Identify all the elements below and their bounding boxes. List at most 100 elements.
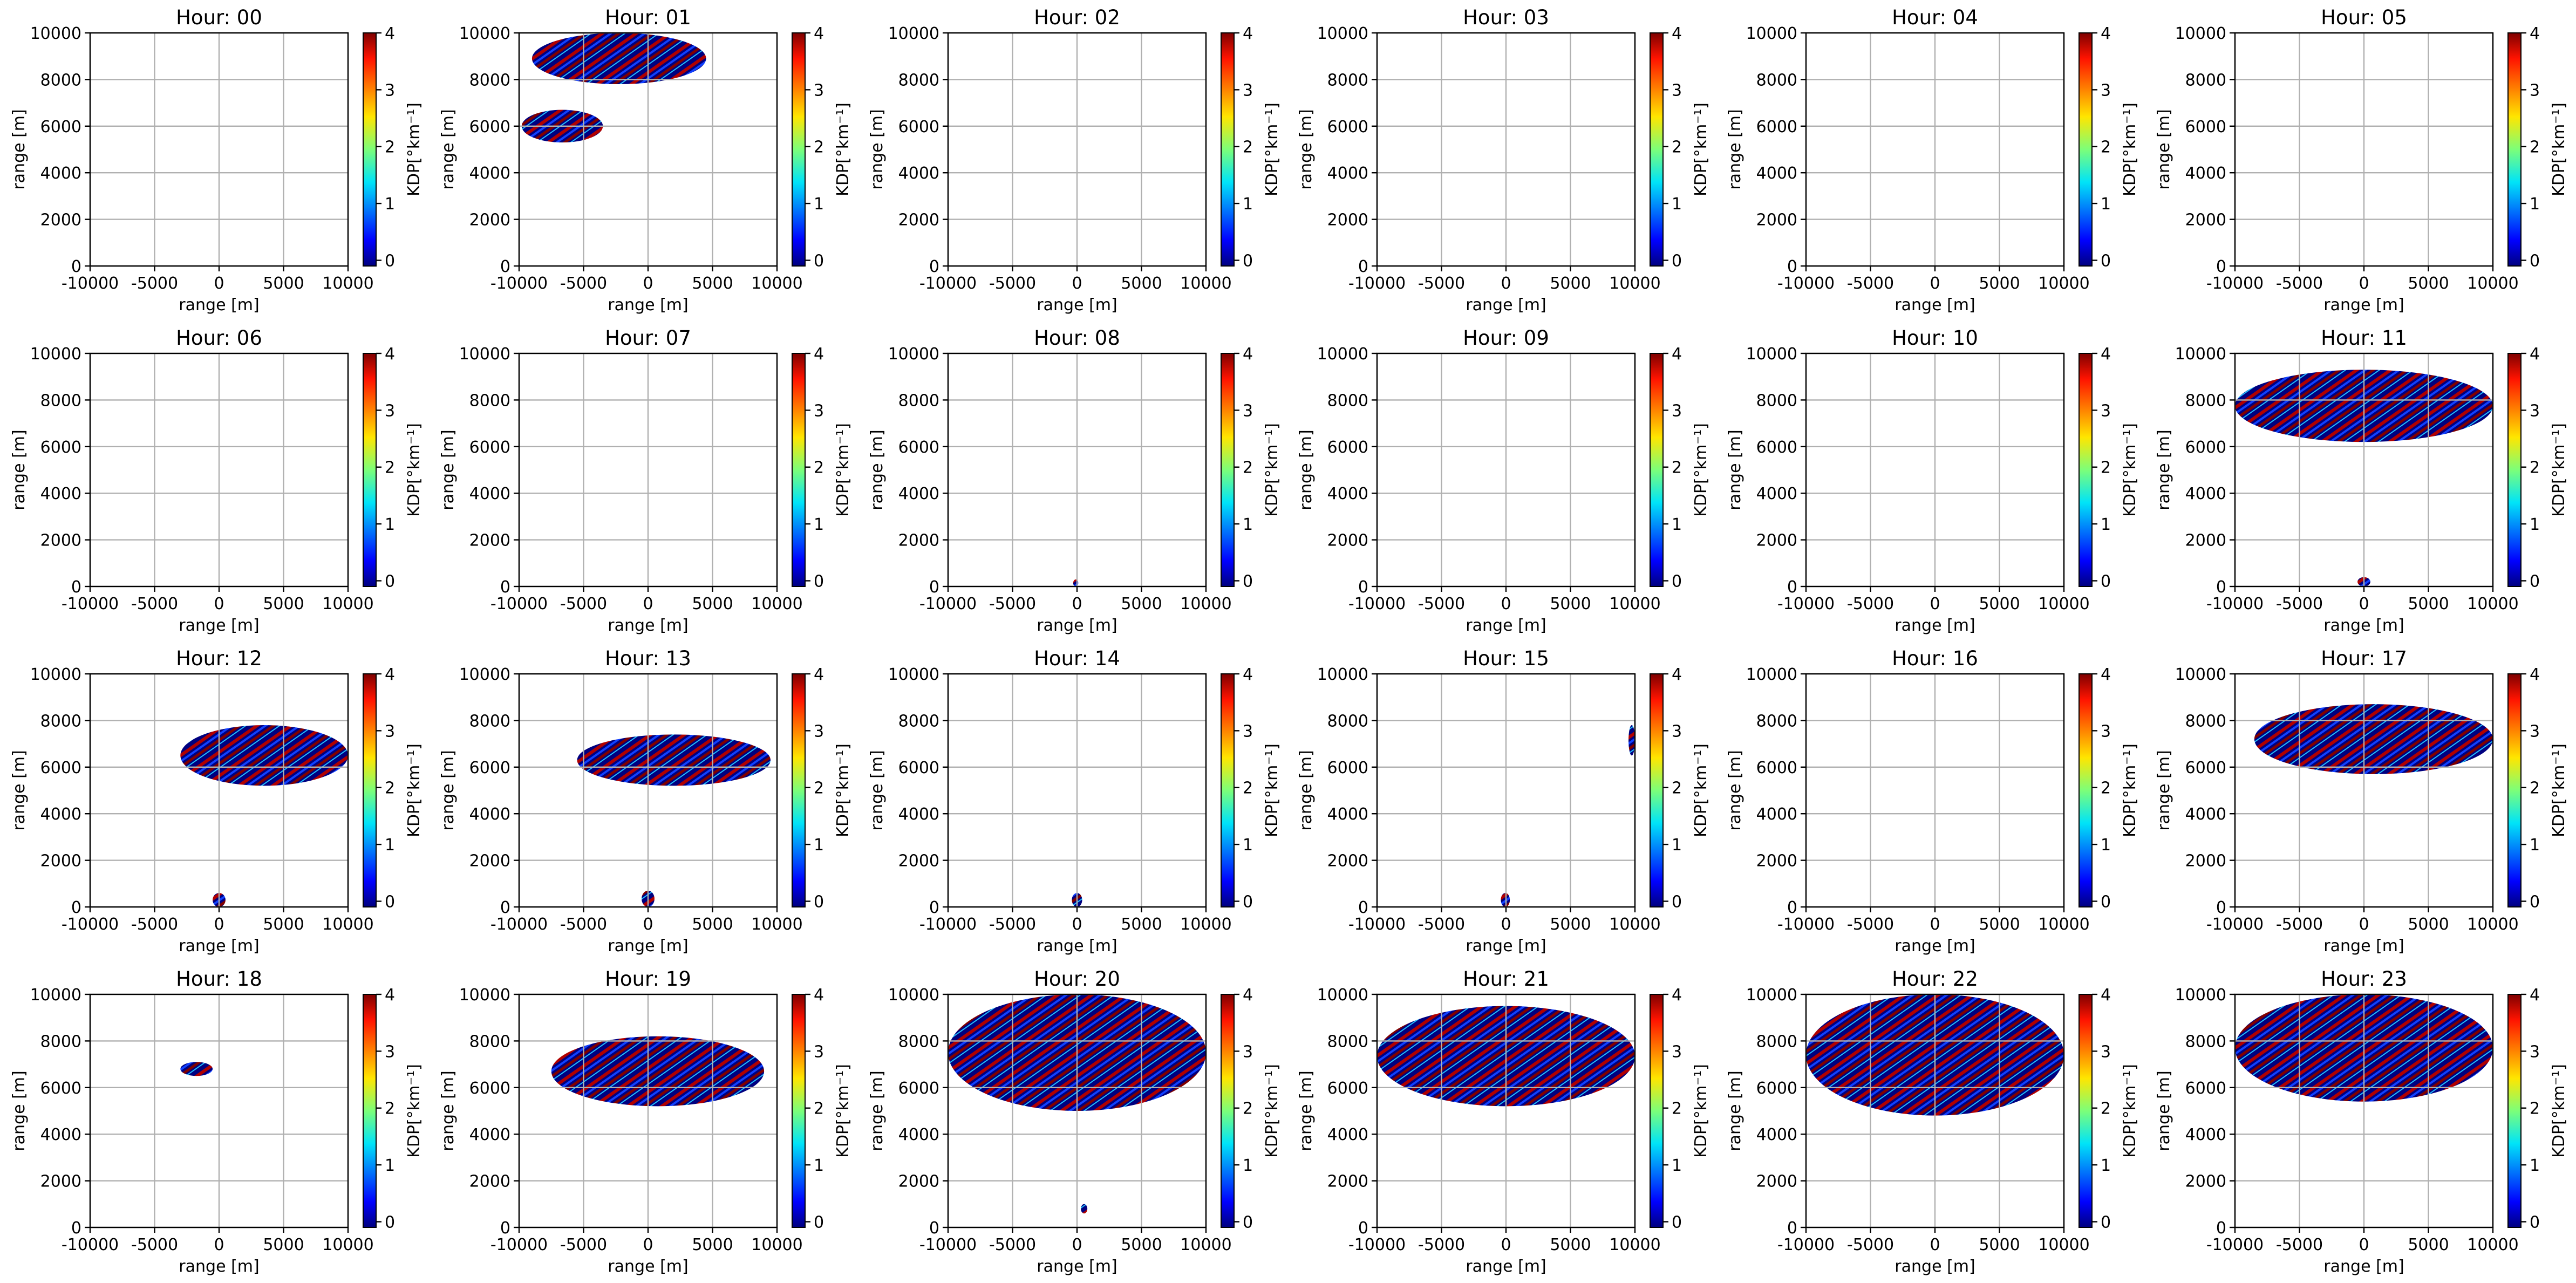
x-tick-label: 5000 xyxy=(263,1236,304,1254)
colorbar-tick-label: 4 xyxy=(1243,665,1253,684)
y-tick-label: 10000 xyxy=(2175,665,2226,684)
colorbar-tick-label: 4 xyxy=(1672,24,1682,43)
y-tick-label: 4000 xyxy=(1756,805,1797,824)
axes-frame xyxy=(518,32,778,267)
x-tick-label: 0 xyxy=(1501,1236,1511,1254)
colorbar-tick-label: 3 xyxy=(385,722,395,741)
colorbar-tick-label: 1 xyxy=(814,515,824,534)
colorbar-tick-label: 0 xyxy=(2101,572,2111,591)
colorbar-tick-label: 1 xyxy=(814,836,824,855)
x-axis-label: range [m] xyxy=(2323,296,2404,315)
colorbar-tick-label: 4 xyxy=(2530,665,2540,684)
colorbar-tick-label: 1 xyxy=(1672,1156,1682,1175)
y-tick-label: 0 xyxy=(2216,898,2226,917)
x-tick-label: -5000 xyxy=(2276,1236,2323,1254)
colorbar-tick-label: 3 xyxy=(2101,81,2111,100)
axes-frame xyxy=(1376,673,1636,908)
colorbar-tick-label: 2 xyxy=(814,138,824,157)
colorbar xyxy=(363,994,377,1228)
y-tick-label: 10000 xyxy=(1317,345,1368,364)
colorbar-label: KDP[°km⁻¹] xyxy=(2121,423,2139,517)
y-tick-label: 6000 xyxy=(1327,759,1368,777)
y-tick-label: 2000 xyxy=(40,1172,81,1191)
x-tick-label: -5000 xyxy=(1418,915,1465,934)
y-tick-label: 4000 xyxy=(898,484,939,503)
y-tick-label: 0 xyxy=(929,1219,939,1238)
axes-frame xyxy=(1376,32,1636,267)
x-tick-label: -10000 xyxy=(1348,1236,1406,1254)
colorbar-label: KDP[°km⁻¹] xyxy=(1263,1064,1282,1158)
y-tick-label: 4000 xyxy=(1327,164,1368,183)
x-tick-label: 10000 xyxy=(2038,915,2089,934)
axes-frame xyxy=(89,673,349,908)
y-tick-label: 10000 xyxy=(1317,986,1368,1005)
axes-frame xyxy=(89,32,349,267)
panel-title: Hour: 16 xyxy=(1892,647,1978,670)
echo-region xyxy=(180,725,348,786)
y-tick-label: 8000 xyxy=(469,391,510,410)
colorbar-tick-label: 4 xyxy=(814,345,824,364)
x-tick-label: 10000 xyxy=(751,1236,802,1254)
x-axis-label: range [m] xyxy=(1466,616,1546,635)
y-tick-label: 6000 xyxy=(898,118,939,137)
y-tick-label: 2000 xyxy=(2185,531,2226,550)
x-tick-label: 5000 xyxy=(1121,595,1162,613)
x-tick-label: 5000 xyxy=(1979,274,2020,293)
y-tick-label: 6000 xyxy=(2185,118,2226,137)
colorbar-tick-label: 0 xyxy=(1672,892,1682,911)
panel-title: Hour: 03 xyxy=(1463,6,1549,29)
colorbar xyxy=(363,353,377,587)
x-tick-label: 0 xyxy=(2359,915,2369,934)
echo-region xyxy=(180,1062,213,1076)
x-axis-label: range [m] xyxy=(1894,616,1975,635)
colorbar-tick-label: 4 xyxy=(385,24,395,43)
colorbar xyxy=(1650,994,1664,1228)
y-tick-label: 4000 xyxy=(2185,164,2226,183)
colorbar-tick-label: 1 xyxy=(1672,515,1682,534)
x-axis-label: range [m] xyxy=(1037,296,1117,315)
x-tick-label: 0 xyxy=(1501,274,1511,293)
colorbar-tick-label: 0 xyxy=(2530,251,2540,270)
x-tick-label: 0 xyxy=(1072,1236,1082,1254)
y-tick-label: 4000 xyxy=(40,805,81,824)
x-tick-label: 10000 xyxy=(2038,1236,2089,1254)
colorbar xyxy=(1221,32,1235,267)
x-tick-label: -10000 xyxy=(490,274,548,293)
x-tick-label: -10000 xyxy=(490,915,548,934)
colorbar xyxy=(2507,32,2522,267)
colorbar-tick-label: 0 xyxy=(2530,892,2540,911)
colorbar-tick-label: 2 xyxy=(1672,779,1682,798)
colorbar-tick-label: 1 xyxy=(1243,836,1253,855)
y-tick-label: 10000 xyxy=(30,345,81,364)
y-tick-label: 0 xyxy=(71,257,81,276)
colorbar-tick-label: 2 xyxy=(1243,459,1253,477)
x-axis-label: range [m] xyxy=(608,1257,688,1276)
colorbar-label: KDP[°km⁻¹] xyxy=(2550,423,2568,517)
axes-frame xyxy=(947,993,1207,1229)
y-axis-label: range [m] xyxy=(868,109,887,189)
colorbar-tick-label: 4 xyxy=(2101,665,2111,684)
y-tick-label: 8000 xyxy=(40,712,81,731)
x-tick-label: 0 xyxy=(214,595,224,613)
x-tick-label: -5000 xyxy=(1418,1236,1465,1254)
x-tick-label: -10000 xyxy=(62,1236,119,1254)
y-tick-label: 0 xyxy=(929,898,939,917)
y-tick-label: 8000 xyxy=(2185,712,2226,731)
colorbar-tick-label: 4 xyxy=(814,986,824,1005)
y-tick-label: 2000 xyxy=(40,852,81,871)
x-tick-label: -5000 xyxy=(131,274,178,293)
y-tick-label: 10000 xyxy=(459,345,510,364)
y-tick-label: 6000 xyxy=(2185,759,2226,777)
y-tick-label: 6000 xyxy=(1756,118,1797,137)
x-tick-label: -5000 xyxy=(560,274,607,293)
x-tick-label: 10000 xyxy=(1609,595,1660,613)
x-tick-label: -5000 xyxy=(1847,274,1894,293)
colorbar-label: KDP[°km⁻¹] xyxy=(834,423,853,517)
colorbar-tick-label: 3 xyxy=(814,722,824,741)
y-tick-label: 2000 xyxy=(1327,852,1368,871)
panel-title: Hour: 15 xyxy=(1463,647,1549,670)
x-tick-label: 5000 xyxy=(2408,274,2449,293)
y-tick-label: 10000 xyxy=(1317,24,1368,43)
x-tick-label: -5000 xyxy=(2276,274,2323,293)
colorbar-tick-label: 2 xyxy=(1672,138,1682,157)
